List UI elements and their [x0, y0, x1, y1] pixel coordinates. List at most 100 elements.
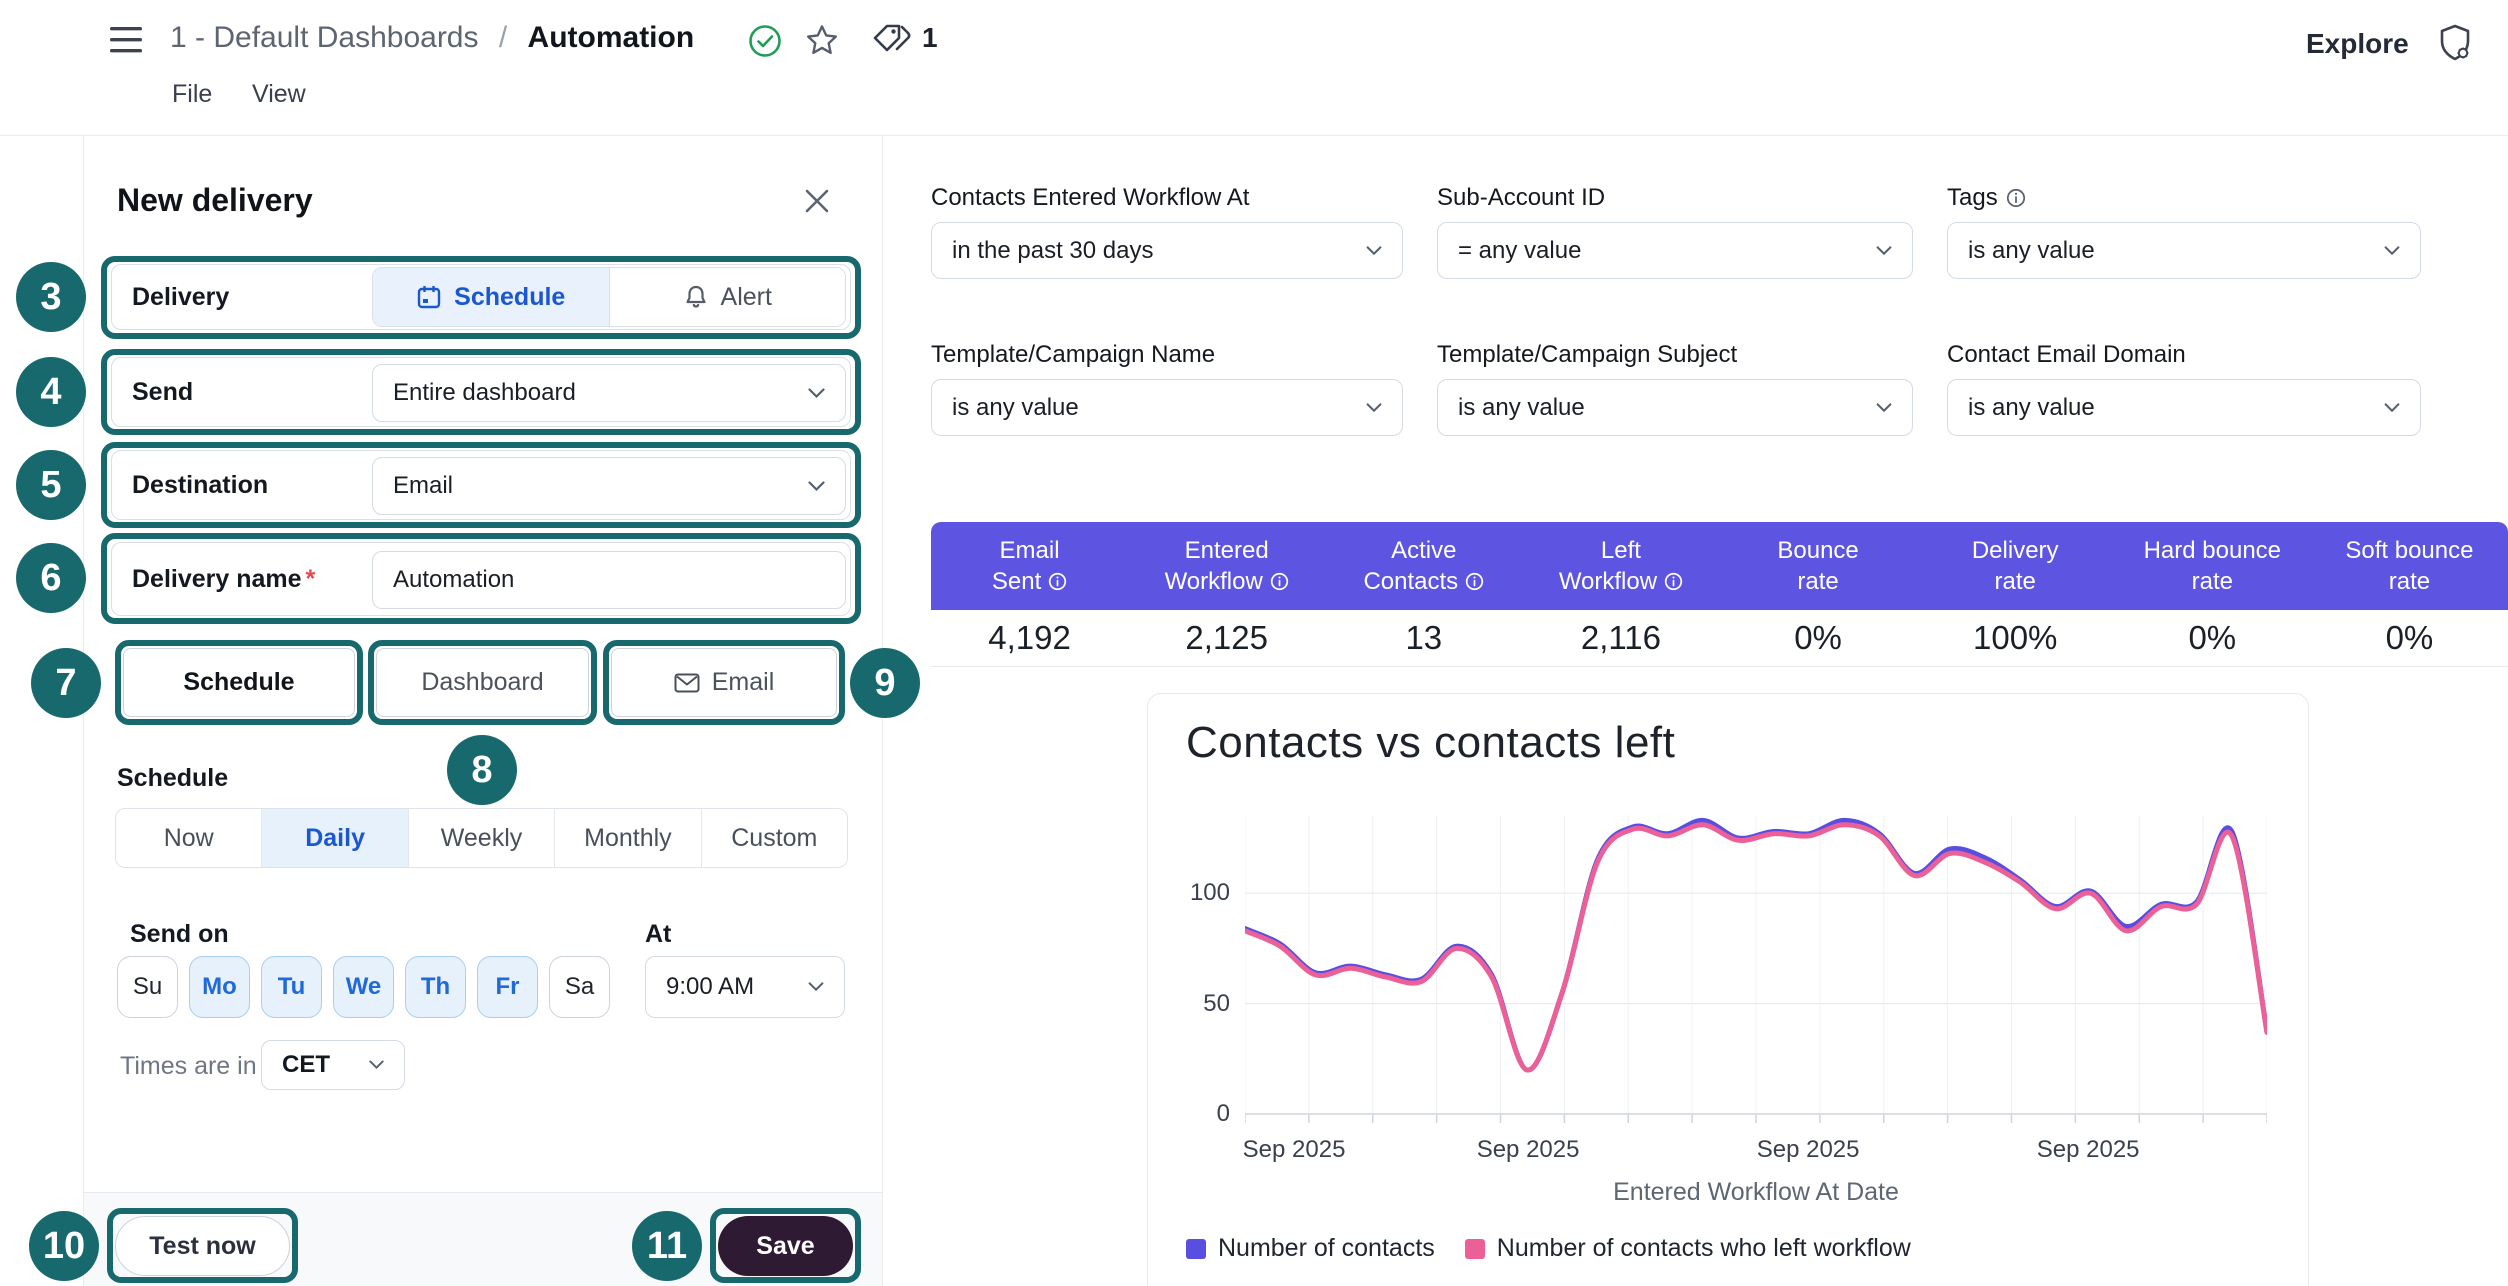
- x-tick-label: Sep 2025: [1476, 1136, 1580, 1163]
- day-pill-we[interactable]: We: [333, 956, 394, 1018]
- destination-row: Destination Email: [111, 450, 851, 520]
- filter-select[interactable]: is any value: [931, 379, 1403, 436]
- y-tick-label: 0: [1216, 1100, 1230, 1127]
- line-chart: [1245, 816, 2267, 1123]
- tab-email[interactable]: Email: [611, 648, 837, 717]
- info-icon[interactable]: [1270, 572, 1289, 591]
- filter-select[interactable]: in the past 30 days: [931, 222, 1403, 279]
- metric-value: 4,192: [988, 619, 1071, 656]
- filter-select[interactable]: is any value: [1947, 222, 2421, 279]
- send-on-days: Su Mo Tu We Th Fr Sa: [117, 956, 610, 1018]
- chart-card: [1147, 693, 2309, 1286]
- day-pill-sa[interactable]: Sa: [549, 956, 610, 1018]
- explore-button[interactable]: Explore: [2306, 28, 2409, 59]
- filter-select-value: is any value: [952, 393, 1079, 421]
- filter-select[interactable]: is any value: [1947, 379, 2421, 436]
- filter-label: Template/Campaign Name: [931, 341, 1216, 368]
- legend-item[interactable]: Number of contacts who left workflow: [1464, 1234, 1911, 1263]
- schedule-toggle-option[interactable]: Schedule: [373, 268, 609, 326]
- timezone-select[interactable]: CET: [261, 1040, 405, 1090]
- column-header: Email Sent: [931, 522, 1128, 610]
- filter-label: Tags: [1947, 184, 2421, 212]
- metrics-table-values: 4,192 2,125 13 2,116 0% 100% 0% 0%: [931, 610, 2508, 667]
- menu-view[interactable]: View: [252, 80, 306, 108]
- metric-value: 2,125: [1185, 619, 1268, 656]
- filter-select-value: = any value: [1458, 236, 1582, 264]
- filter-label: Contacts Entered Workflow At: [931, 184, 1250, 211]
- schedule-section-label: Schedule: [117, 764, 229, 792]
- column-header: Active Contacts: [1325, 522, 1522, 610]
- column-header: Bounce rate: [1777, 537, 1859, 595]
- filter-1: Sub-Account ID = any value: [1437, 184, 1913, 279]
- filter-select[interactable]: is any value: [1437, 379, 1913, 436]
- delivery-row: Delivery Schedule Alert: [111, 264, 851, 330]
- hamburger-menu-icon[interactable]: [108, 22, 144, 58]
- delivery-name-label: Delivery name *: [132, 565, 316, 593]
- frequency-option-now[interactable]: Now: [163, 823, 214, 852]
- filter-3: Template/Campaign Name is any value: [931, 341, 1403, 436]
- breadcrumb: 1 - Default Dashboards / Automation: [170, 18, 694, 58]
- tab-email-label: Email: [711, 668, 775, 696]
- test-now-button[interactable]: Test now: [115, 1216, 290, 1276]
- breadcrumb-parent[interactable]: 1 - Default Dashboards: [170, 21, 479, 54]
- send-select[interactable]: Entire dashboard: [372, 364, 846, 422]
- x-tick-label: Sep 2025: [1756, 1136, 1860, 1163]
- tab-dashboard[interactable]: Dashboard: [376, 648, 589, 717]
- chevron-down-icon: [1876, 245, 1892, 256]
- alert-toggle-option[interactable]: Alert: [608, 268, 845, 326]
- frequency-option-daily[interactable]: Daily: [261, 809, 408, 867]
- chevron-down-icon: [808, 982, 824, 992]
- legend-item[interactable]: Number of contacts: [1186, 1234, 1435, 1263]
- send-row: Send Entire dashboard: [111, 357, 851, 427]
- chart-title: Contacts vs contacts left: [1186, 718, 1676, 767]
- save-button[interactable]: Save: [718, 1216, 853, 1276]
- y-tick-label: 50: [1203, 989, 1230, 1017]
- delivery-name-input[interactable]: [372, 551, 846, 609]
- frequency-option-monthly[interactable]: Monthly: [554, 809, 700, 867]
- info-icon[interactable]: [1664, 572, 1683, 591]
- tab-schedule[interactable]: Schedule: [123, 648, 355, 717]
- info-icon[interactable]: [1048, 572, 1067, 591]
- timezone-label: Times are in: [120, 1052, 257, 1080]
- frequency-option-custom[interactable]: Custom: [700, 809, 847, 867]
- legend-swatch: [1464, 1238, 1485, 1259]
- destination-label: Destination: [132, 471, 269, 499]
- filter-select-value: is any value: [1458, 393, 1585, 421]
- day-pill-fr[interactable]: Fr: [477, 956, 538, 1018]
- info-icon[interactable]: [2006, 188, 2026, 208]
- star-icon[interactable]: [804, 22, 840, 58]
- delivery-label: Delivery: [132, 283, 230, 311]
- legend-swatch: [1186, 1238, 1206, 1259]
- column-header: Delivery rate: [1971, 537, 2059, 595]
- frequency-option-weekly[interactable]: Weekly: [407, 809, 554, 867]
- day-pill-th[interactable]: Th: [405, 956, 466, 1018]
- metric-value: 0%: [1794, 619, 1842, 656]
- bell-icon: [683, 284, 709, 310]
- time-select[interactable]: 9:00 AM: [645, 956, 845, 1018]
- chart-x-axis-title: Entered Workflow At Date: [1613, 1178, 1899, 1206]
- menu-file[interactable]: File: [172, 80, 213, 108]
- day-pill-su[interactable]: Su: [117, 956, 178, 1018]
- day-pill-mo[interactable]: Mo: [189, 956, 250, 1018]
- filter-select-value: is any value: [1968, 393, 2095, 421]
- send-label: Send: [132, 378, 194, 406]
- tags-icon[interactable]: [872, 24, 912, 56]
- shield-settings-icon[interactable]: [2434, 22, 2476, 64]
- legend-label: Number of contacts who left workflow: [1496, 1234, 1911, 1262]
- chevron-down-icon: [1366, 245, 1382, 256]
- schedule-toggle-label: Schedule: [454, 282, 566, 311]
- x-tick-label: Sep 2025: [1242, 1136, 1346, 1163]
- filter-select[interactable]: = any value: [1437, 222, 1913, 279]
- destination-select-value: Email: [393, 472, 454, 499]
- destination-select[interactable]: Email: [372, 457, 846, 515]
- delivery-name-row: Delivery name *: [111, 542, 851, 616]
- close-icon[interactable]: [802, 186, 832, 216]
- at-label: At: [645, 920, 672, 948]
- filter-label: Template/Campaign Subject: [1437, 341, 1738, 368]
- chevron-down-icon: [2384, 402, 2400, 413]
- annotation-number-6: 6: [16, 543, 86, 613]
- metric-value: 0%: [2385, 619, 2434, 656]
- day-pill-tu[interactable]: Tu: [261, 956, 322, 1018]
- info-icon[interactable]: [1465, 572, 1484, 591]
